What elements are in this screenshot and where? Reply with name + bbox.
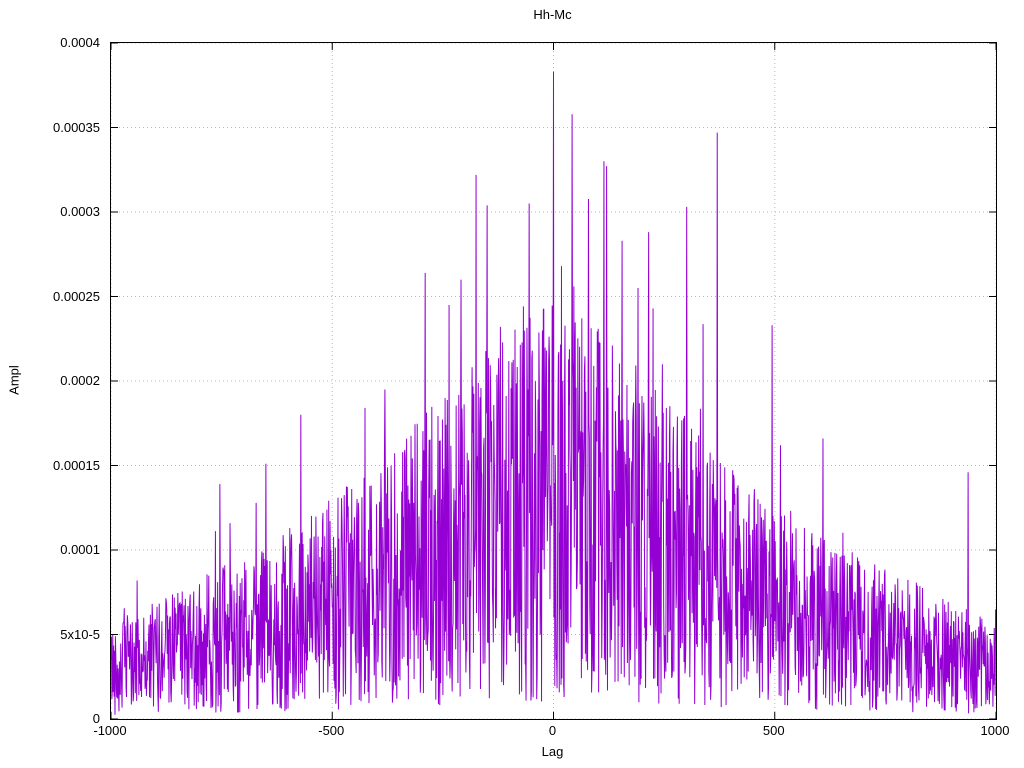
y-tick-label: 0.00025: [53, 288, 100, 304]
y-tick-label: 5x10-5: [60, 626, 100, 642]
x-tick-label: -500: [318, 723, 345, 738]
data-series-line: [111, 71, 996, 715]
plot-area: [110, 42, 997, 720]
chart-title: Hh-Mc: [533, 7, 572, 22]
y-tick-label: 0.00035: [53, 119, 100, 135]
y-tick-label: 0.0001: [60, 542, 100, 557]
x-axis-label: Lag: [541, 744, 564, 759]
plot-canvas: [111, 43, 996, 719]
x-tick-label: 500: [762, 723, 785, 738]
x-tick-label: 0: [548, 723, 557, 738]
y-tick-label: 0.0003: [60, 204, 100, 219]
y-tick-label: 0.0002: [60, 373, 100, 388]
y-tick-label: 0.00015: [53, 457, 100, 473]
tick-marks: [111, 43, 996, 719]
x-tick-label: 1000: [980, 723, 1010, 738]
y-tick-label: 0.0004: [60, 35, 100, 50]
x-tick-label: -1000: [93, 723, 127, 738]
y-tick-label: 0: [92, 711, 100, 726]
